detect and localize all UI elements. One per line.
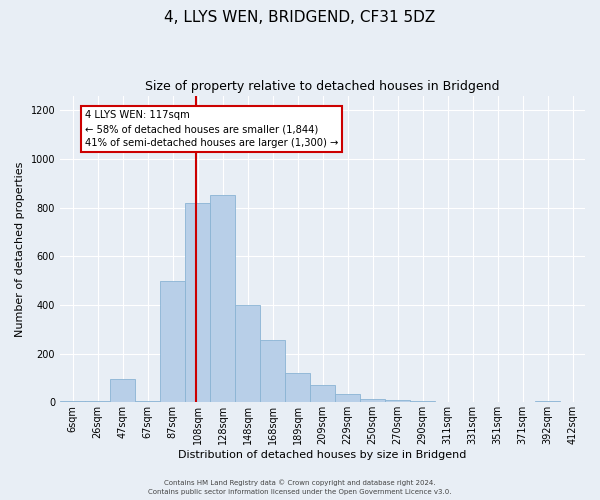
Text: 4, LLYS WEN, BRIDGEND, CF31 5DZ: 4, LLYS WEN, BRIDGEND, CF31 5DZ [164,10,436,25]
Bar [335,394,360,402]
Bar [160,280,185,402]
Bar [235,305,260,402]
Title: Size of property relative to detached houses in Bridgend: Size of property relative to detached ho… [145,80,500,93]
Bar [535,401,560,402]
Bar [285,373,310,402]
Bar [135,401,160,402]
X-axis label: Distribution of detached houses by size in Bridgend: Distribution of detached houses by size … [178,450,467,460]
Bar [385,400,410,402]
Y-axis label: Number of detached properties: Number of detached properties [15,161,25,336]
Bar [185,202,210,402]
Bar [210,196,235,402]
Bar [410,401,435,402]
Bar [110,379,135,402]
Bar [310,386,335,402]
Bar [260,340,285,402]
Bar [85,401,110,402]
Bar [360,398,385,402]
Bar [60,401,85,402]
Text: 4 LLYS WEN: 117sqm
← 58% of detached houses are smaller (1,844)
41% of semi-deta: 4 LLYS WEN: 117sqm ← 58% of detached hou… [85,110,338,148]
Text: Contains HM Land Registry data © Crown copyright and database right 2024.
Contai: Contains HM Land Registry data © Crown c… [148,480,452,495]
